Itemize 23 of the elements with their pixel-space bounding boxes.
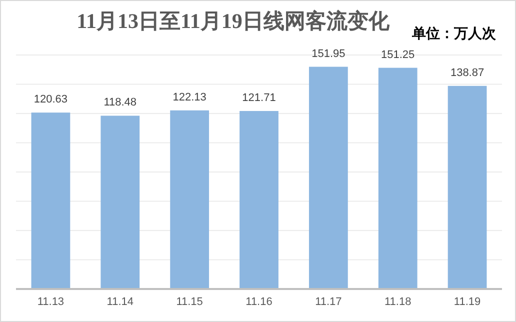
data-label: 121.71 (242, 92, 276, 104)
data-label: 138.87 (450, 66, 484, 79)
bar (240, 111, 278, 289)
chart-title: 11月13日至11月19日线网客流变化 (76, 9, 390, 33)
bar (100, 116, 140, 289)
x-tick-label: 11.17 (315, 296, 342, 308)
data-label: 120.63 (34, 94, 68, 106)
x-tick-label: 11.15 (176, 296, 203, 308)
x-tick-label: 11.14 (106, 296, 134, 308)
bar (31, 112, 70, 289)
data-label: 151.25 (381, 48, 415, 61)
x-tick-label: 11.13 (37, 296, 64, 308)
bar (378, 68, 418, 289)
data-label: 151.95 (312, 48, 346, 60)
x-tick-label: 11.18 (384, 296, 412, 308)
text: 单位：万人次 (411, 26, 497, 42)
bar (308, 66, 348, 289)
data-label: 118.48 (104, 96, 137, 109)
bar (170, 110, 210, 289)
x-tick-label: 11.19 (454, 296, 481, 308)
x-tick-label: 11.16 (246, 296, 272, 308)
data-label: 122.13 (172, 91, 206, 104)
bar (448, 86, 487, 289)
